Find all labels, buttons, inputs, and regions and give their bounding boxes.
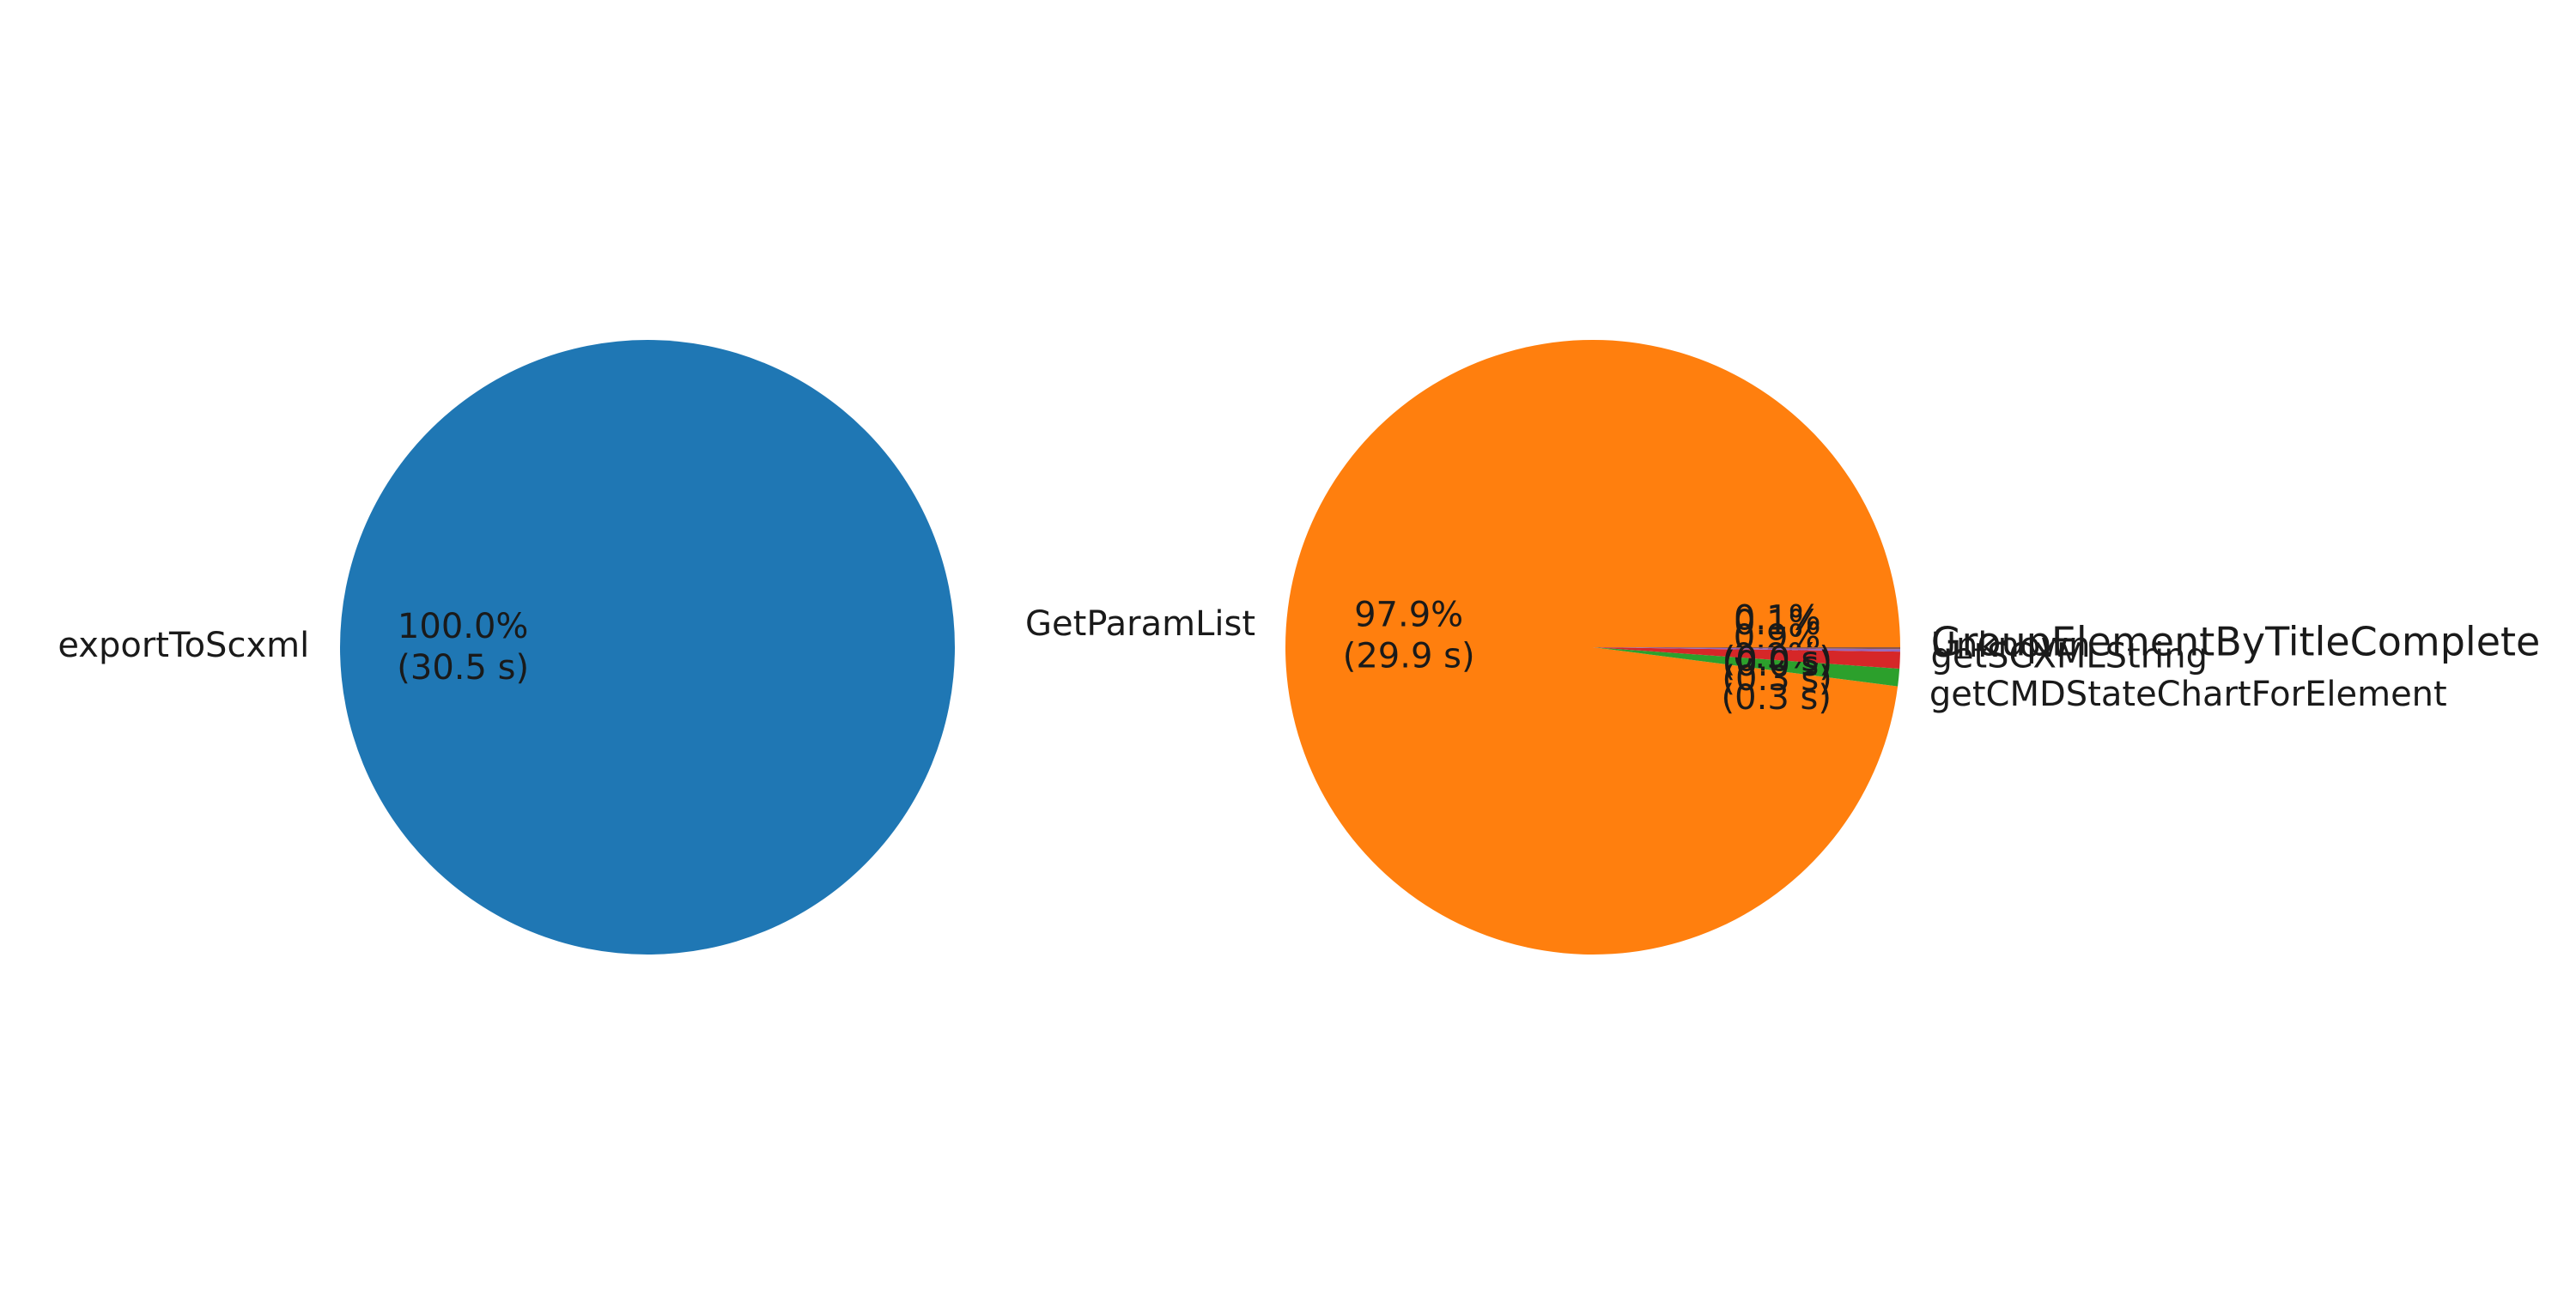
slice-time-label: (30.5 s): [397, 648, 529, 688]
slice-label: Unknown: [1931, 626, 2091, 665]
pie-slice-GroupElementByTitleComplete: [1593, 647, 1900, 650]
slice-label: getSCXMLString: [1930, 637, 2208, 676]
slice-label: GroupElementByTitleComplete: [1931, 619, 2541, 665]
pie-slice-getCMDStateChartForElement: [1593, 647, 1900, 687]
pie-slice-getSCXMLString: [1593, 647, 1900, 670]
slice-time-label: (0.0 s): [1722, 640, 1832, 680]
slice-percent-label: 100.0%: [398, 607, 529, 646]
slice-time-label: (0.3 s): [1722, 678, 1832, 718]
pie-slice-GetParamList: [1285, 340, 1900, 955]
slice-label: getCMDStateChartForElement: [1929, 675, 2447, 714]
slice-percent-label: 0.1%: [1734, 603, 1821, 643]
slice-time-label: (0.0 s): [1722, 645, 1832, 684]
slice-label: exportToScxml: [58, 626, 309, 665]
pie-slice-exportToScxml: [340, 340, 955, 955]
slice-time-label: (29.9 s): [1343, 636, 1475, 676]
pie-chart-export: exportToScxml 100.0%(30.5 s): [58, 340, 955, 955]
pie-slice-Unknown: [1593, 647, 1900, 652]
slice-label: GetParamList: [1025, 604, 1255, 644]
slice-percent-label: 97.9%: [1354, 595, 1463, 634]
slice-percent-label: 0.9%: [1734, 618, 1821, 658]
pie-chart-breakdown: GetParamList 97.9%(29.9 s) getCMDStateChar…: [1025, 340, 2540, 955]
slice-time-label: (0.3 s): [1722, 659, 1832, 699]
slice-percent-label: 0.1%: [1734, 599, 1821, 639]
